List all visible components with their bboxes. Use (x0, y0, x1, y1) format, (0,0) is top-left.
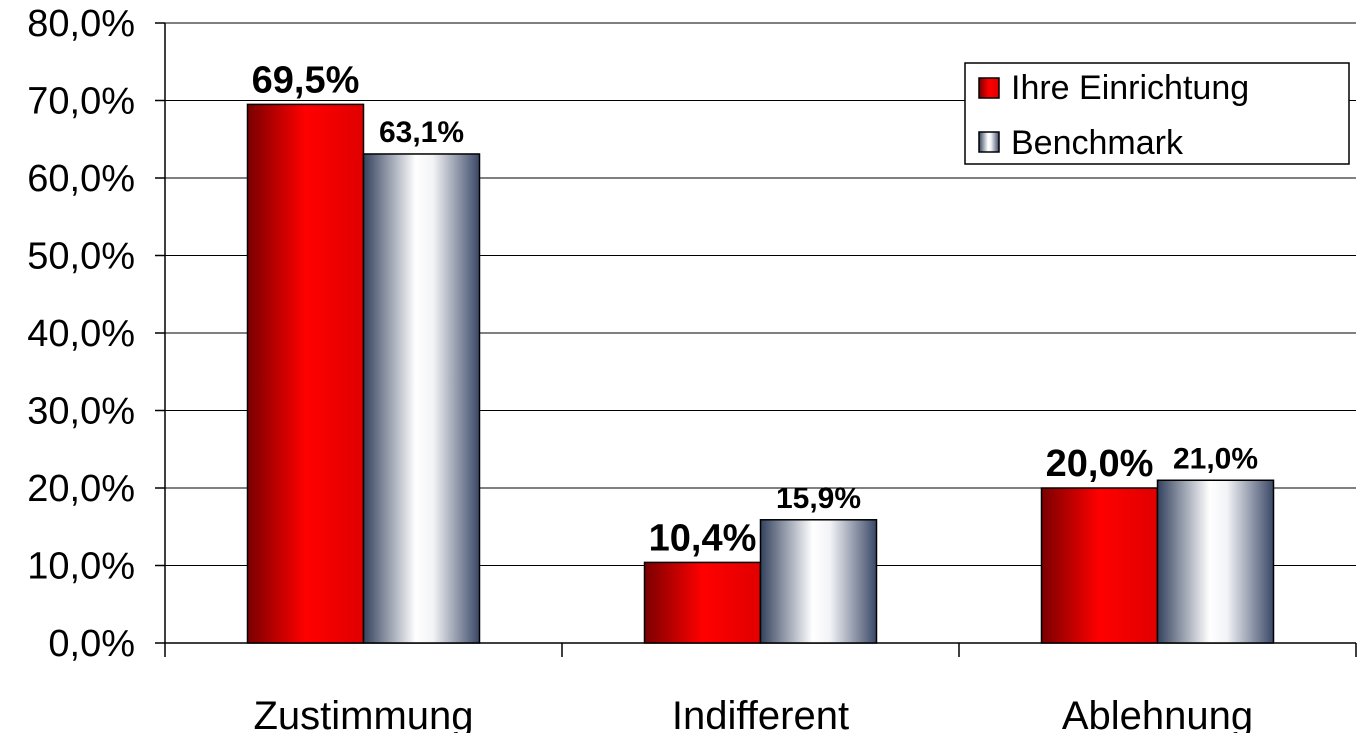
data-label-ihre-einrichtung: 20,0% (1046, 443, 1154, 485)
legend-label-benchmark: Benchmark (1011, 124, 1184, 162)
bars (246, 103, 1275, 644)
legend-box (964, 62, 1350, 165)
y-tick-label: 30,0% (27, 391, 135, 433)
y-tick-label: 80,0% (27, 3, 135, 45)
legend-label-ihre-einrichtung: Ihre Einrichtung (1011, 69, 1249, 107)
data-label-benchmark: 15,9% (776, 482, 861, 515)
y-tick-label: 50,0% (27, 236, 135, 278)
legend: Ihre Einrichtung Benchmark (964, 62, 1350, 165)
bar-ihre-einrichtung (246, 103, 365, 644)
axes: 0,0% 10,0% 20,0% 30,0% 40,0% 50,0% 60,0% 70,0% 8… (27, 3, 1357, 733)
data-label-ihre-einrichtung: 10,4% (649, 517, 757, 559)
bar-benchmark (1156, 479, 1275, 644)
data-label-benchmark: 21,0% (1173, 442, 1258, 475)
y-tick-label: 0,0% (48, 623, 135, 665)
y-tick-label: 60,0% (27, 158, 135, 200)
bar-ihre-einrichtung (1040, 487, 1159, 644)
x-tick-label: Ablehnung (1062, 694, 1253, 733)
y-tick-label: 20,0% (27, 468, 135, 510)
x-tick-label: Indifferent (672, 694, 849, 733)
x-tick-label: Zustimmung (253, 694, 473, 733)
bar-benchmark (362, 153, 481, 644)
y-tick-label: 10,0% (27, 546, 135, 588)
y-tick-label: 70,0% (27, 81, 135, 123)
data-label-benchmark: 63,1% (379, 116, 464, 149)
legend-swatch-benchmark (978, 131, 1000, 153)
bar-benchmark (759, 519, 878, 644)
legend-swatch-ihre-einrichtung (978, 77, 1000, 99)
data-label-ihre-einrichtung: 69,5% (252, 59, 360, 101)
y-tick-label: 40,0% (27, 313, 135, 355)
data-labels: 69,5% 63,1% 10,4% 15,9% 20,0% 21,0% (252, 59, 1258, 559)
bar-ihre-einrichtung (643, 561, 762, 644)
